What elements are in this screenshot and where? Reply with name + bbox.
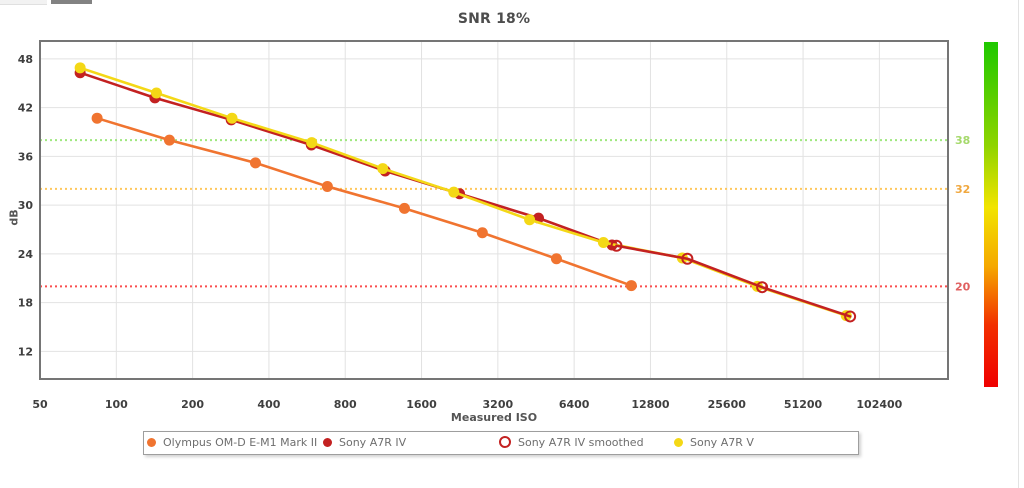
x-tick-label: 50 (32, 398, 48, 411)
top-tab-fragment-dark[interactable] (51, 0, 92, 4)
series-olympus-om-d-e-m1-mark-ii (91, 112, 637, 292)
y-tick-label: 24 (18, 248, 34, 261)
x-tick-label: 3200 (483, 398, 514, 411)
data-point (249, 157, 261, 169)
data-point (524, 214, 536, 226)
x-axis-ticks: 50 100 200 400 800 1600 3200 6400 12800 25600 5120… (32, 398, 902, 411)
legend-item-sony-a7r-iv-smoothed[interactable]: Sony A7R IV smoothed (499, 433, 644, 451)
data-point (150, 87, 162, 99)
y-axis-title: dB (7, 209, 21, 226)
data-point (321, 180, 333, 192)
y-tick-label: 12 (18, 345, 33, 358)
y-tick-label: 42 (18, 102, 33, 115)
data-point (476, 227, 488, 239)
legend-marker (147, 437, 156, 447)
data-point (377, 163, 389, 175)
x-tick-label: 200 (181, 398, 204, 411)
data-point-open (756, 281, 769, 294)
data-point (597, 237, 609, 248)
data-point (306, 137, 318, 149)
data-point (398, 202, 410, 214)
x-tick-label: 1600 (406, 398, 437, 411)
x-tick-label: 6400 (559, 398, 590, 411)
data-point-open (681, 252, 694, 265)
x-tick-label: 12800 (631, 398, 670, 411)
y-tick-label: 30 (18, 199, 34, 212)
plot-border (39, 40, 949, 380)
legend-marker (323, 437, 332, 447)
legend-box (143, 431, 859, 455)
reference-line-label: 38 (955, 134, 970, 147)
top-tab-fragment-light[interactable] (0, 0, 47, 5)
snr-quality-gradient-bar (984, 42, 998, 387)
data-point (163, 134, 175, 146)
legend-item-sony-a7r-v[interactable]: Sony A7R V (674, 433, 754, 451)
data-point (91, 112, 103, 124)
legend-marker (499, 436, 511, 448)
panel-right-border (1018, 0, 1019, 488)
reference-line-label: 32 (955, 183, 970, 196)
reference-line-label: 20 (955, 280, 971, 293)
chart-title: SNR 18% (457, 11, 531, 27)
legend-item-sony-a7r-iv[interactable]: Sony A7R IV (323, 433, 406, 451)
legend-label: Sony A7R IV (339, 435, 407, 449)
legend-marker (674, 437, 683, 447)
x-tick-label: 100 (105, 398, 128, 411)
y-axis-ticks: 12 18 24 30 36 42 48 (18, 53, 34, 359)
legend-label: Olympus OM-D E-M1 Mark II (163, 435, 318, 449)
x-tick-label: 400 (257, 398, 280, 411)
legend-label: Sony A7R V (690, 435, 754, 449)
data-point-open (610, 239, 623, 252)
y-tick-label: 18 (18, 297, 33, 310)
data-point-open (844, 310, 857, 323)
x-tick-label: 51200 (784, 398, 823, 411)
y-tick-label: 48 (18, 53, 33, 66)
data-point (448, 186, 460, 198)
x-tick-label: 800 (334, 398, 357, 411)
series-sony-a7r-iv-smoothed (610, 239, 857, 323)
grid-lines (40, 41, 948, 379)
x-tick-label: 25600 (708, 398, 747, 411)
data-point (550, 253, 562, 265)
y-tick-label: 36 (18, 150, 34, 163)
x-tick-label: 102400 (856, 398, 902, 411)
legend-label: Sony A7R IV smoothed (518, 435, 644, 449)
data-point (625, 280, 637, 292)
data-point (226, 112, 238, 124)
data-point (74, 62, 86, 74)
legend-item-olympus-om-d-e-m1-mark-ii[interactable]: Olympus OM-D E-M1 Mark II (147, 433, 317, 451)
x-axis-title: Measured ISO (450, 411, 538, 424)
reference-lines: 38 32 20 (40, 134, 971, 293)
